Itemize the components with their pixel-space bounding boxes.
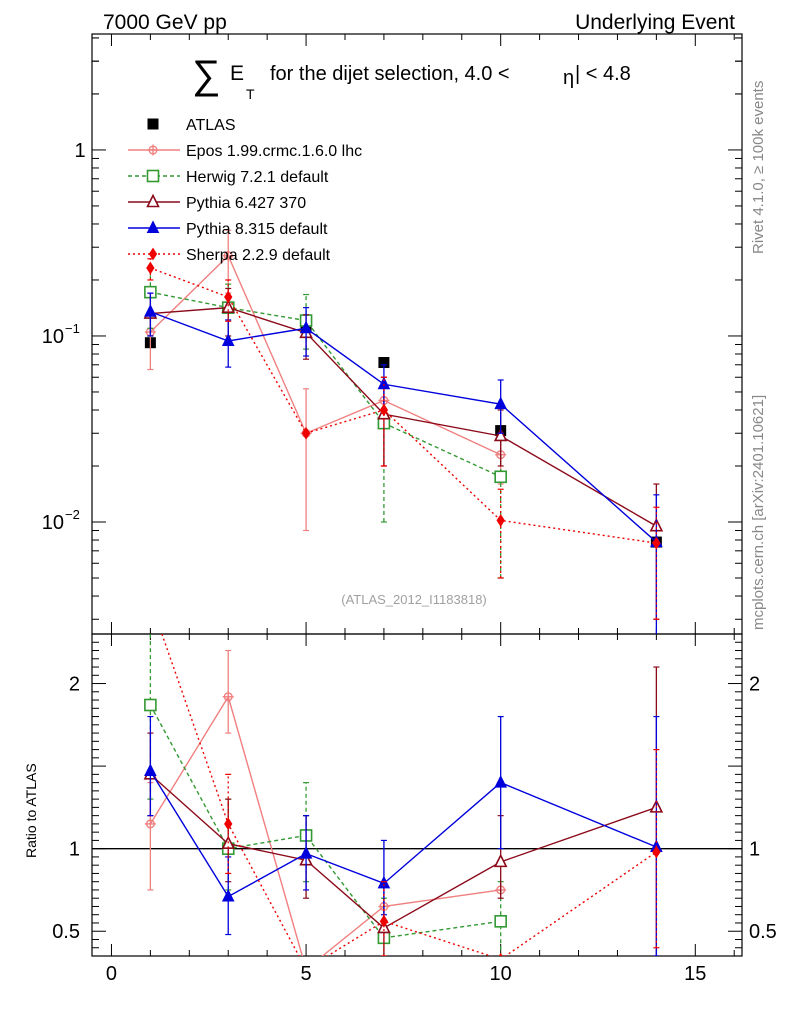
main-series-line xyxy=(150,291,501,478)
ratio-ylabel: Ratio to ATLAS xyxy=(23,763,39,858)
main-point xyxy=(222,250,234,262)
plot-title: ∑ E T for the dijet selection, 4.0 < η |… xyxy=(192,53,631,102)
analysis-id: (ATLAS_2012_I1183818) xyxy=(341,592,487,607)
mcplots-label: mcplots.cern.ch [arXiv:2401.10621] xyxy=(750,395,767,630)
legend-label-atlas: ATLAS xyxy=(186,117,236,134)
ratio-tick-label: 0.5 xyxy=(52,921,80,943)
main-series-3 xyxy=(144,292,663,634)
main-point xyxy=(496,513,505,527)
legend-label: Sherpa 2.2.9 default xyxy=(186,247,331,264)
ratio-point xyxy=(377,875,391,889)
ratio-series-line xyxy=(149,695,501,956)
x-tick-label: 10 xyxy=(490,963,512,985)
ratio-point xyxy=(221,888,235,902)
ratio-tick-label-right: 1 xyxy=(749,839,760,861)
ratio-series-line xyxy=(149,773,657,929)
ratio-series-1 xyxy=(144,634,507,956)
main-point xyxy=(299,320,313,334)
main-point xyxy=(379,403,389,417)
legend-marker xyxy=(146,193,160,208)
ratio-point xyxy=(493,853,508,868)
ratio-series-0 xyxy=(144,649,507,956)
ratio-point xyxy=(652,845,661,859)
legend-marker xyxy=(147,144,159,156)
main-point xyxy=(652,536,661,550)
ratio-point xyxy=(222,691,234,703)
x-tick-label: 5 xyxy=(301,963,312,985)
main-series-line xyxy=(150,306,657,527)
y-tick-exponent: −2 xyxy=(65,507,80,522)
ratio-point xyxy=(379,914,389,928)
title-text: for the dijet selection, 4.0 < xyxy=(270,63,510,85)
header-right: Underlying Event xyxy=(575,11,735,34)
x-tick-label: 15 xyxy=(684,963,706,985)
ratio-point xyxy=(224,817,233,831)
main-point xyxy=(494,396,507,410)
main-series-line xyxy=(150,267,657,544)
x-tick-label: 0 xyxy=(106,963,117,985)
legend: ATLAS Epos 1.99.crmc.1.6.0 lhc Herwig 7.2.… xyxy=(128,117,362,264)
main-series-4 xyxy=(146,258,661,620)
y-tick-label: 1 xyxy=(74,140,85,162)
ratio-tick-label-right: 2 xyxy=(749,674,760,696)
ratio-point xyxy=(144,763,157,777)
ratio-point xyxy=(494,915,507,928)
ratio-series-line xyxy=(149,704,501,939)
legend-marker-atlas xyxy=(147,118,159,130)
main-series-0 xyxy=(144,229,507,532)
legend-label: Pythia 8.315 default xyxy=(186,221,328,238)
header-left: 7000 GeV pp xyxy=(103,11,227,34)
y-tick-label: 10 xyxy=(42,512,64,534)
main-point xyxy=(224,290,233,304)
title-sum-symbol: ∑ xyxy=(192,53,221,97)
ratio-tick-label: 1 xyxy=(69,839,80,861)
ratio-series-line xyxy=(149,770,657,898)
main-point xyxy=(221,299,236,313)
legend-label: Epos 1.99.crmc.1.6.0 lhc xyxy=(186,143,362,160)
ratio-tick-label: 2 xyxy=(69,674,80,696)
ratio-frame xyxy=(91,633,743,957)
title-eta: η xyxy=(563,67,574,89)
main-point xyxy=(377,376,391,390)
ratio-point xyxy=(498,952,503,956)
y-tick-label: 10 xyxy=(42,326,64,348)
legend-marker xyxy=(148,247,158,261)
main-series-line xyxy=(150,311,657,543)
legend-label: Herwig 7.2.1 default xyxy=(186,169,329,186)
ratio-point xyxy=(299,846,313,859)
main-series-1 xyxy=(144,268,507,579)
ratio-tick-label-right: 0.5 xyxy=(749,921,777,943)
title-e: E xyxy=(230,62,244,85)
main-point xyxy=(144,304,157,317)
rivet-label: Rivet 4.1.0, ≥ 100k events xyxy=(750,81,767,254)
main-point xyxy=(146,261,155,275)
main-point xyxy=(494,470,507,484)
legend-marker xyxy=(146,220,160,233)
main-point xyxy=(301,426,311,440)
title-tail: | < 4.8 xyxy=(575,63,631,85)
series-layer xyxy=(143,229,664,956)
main-point xyxy=(221,333,235,346)
ratio-point xyxy=(144,818,156,830)
main-point xyxy=(493,427,508,442)
ratio-series-2 xyxy=(143,666,664,956)
ratio-series-4 xyxy=(147,595,661,956)
ratio-series-3 xyxy=(144,715,663,956)
title-sub: T xyxy=(246,86,255,102)
ratio-point xyxy=(494,774,507,788)
legend-marker xyxy=(146,169,160,183)
y-tick-exponent: −1 xyxy=(65,321,80,336)
ratio-point xyxy=(147,595,154,606)
ratio-series-line xyxy=(161,634,657,956)
main-series-line xyxy=(149,254,501,456)
legend-label: Pythia 6.427 370 xyxy=(186,195,306,212)
ratio-point xyxy=(144,698,157,712)
